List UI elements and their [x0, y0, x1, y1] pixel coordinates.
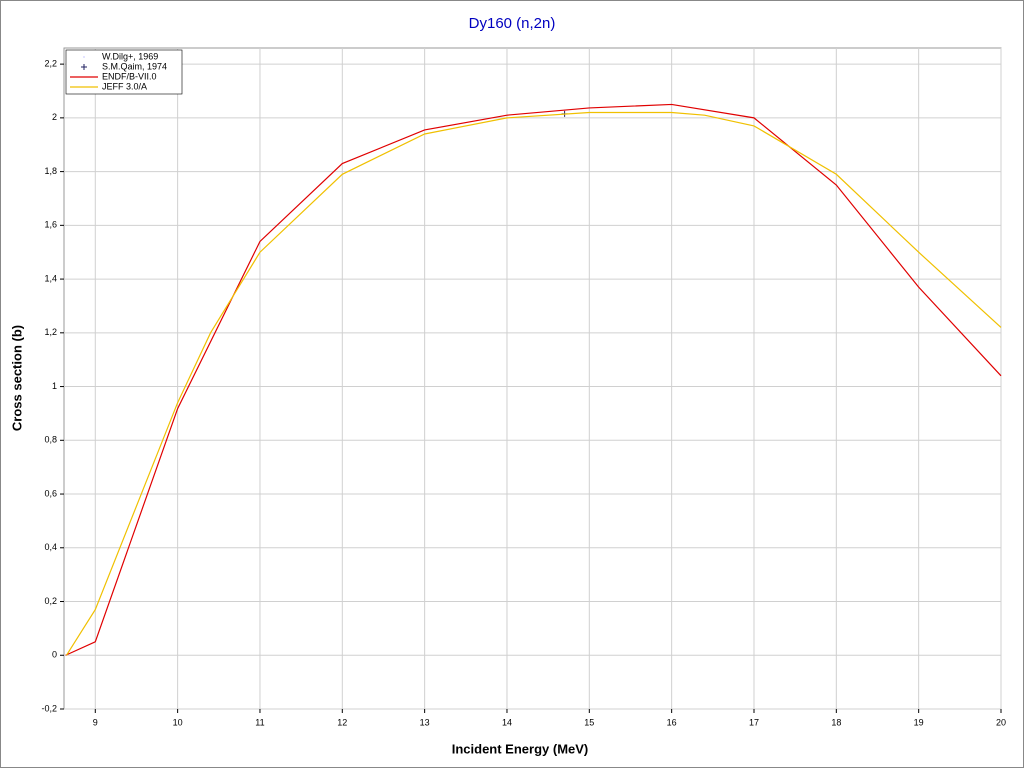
x-tick-label: 11 — [255, 717, 264, 727]
x-tick-label: 14 — [502, 717, 512, 727]
y-tick-label: 1 — [52, 381, 57, 391]
y-tick-label: 0,6 — [44, 488, 57, 498]
data-line — [65, 111, 1002, 656]
legend-label: W.Dilg+, 1969 — [102, 51, 158, 61]
x-tick-label: 16 — [667, 717, 677, 727]
y-tick-label: 0,4 — [44, 542, 57, 552]
x-tick-label: 15 — [584, 717, 594, 727]
series — [65, 103, 1002, 656]
y-tick-label: 1,8 — [44, 166, 57, 176]
y-axis-title: Cross section (b) — [9, 325, 24, 431]
legend-label: JEFF 3.0/A — [102, 81, 147, 91]
y-tick-label: 2 — [52, 112, 57, 122]
data-line — [65, 103, 1002, 656]
x-tick-label: 18 — [831, 717, 841, 727]
x-tick-label: 20 — [996, 717, 1006, 727]
x-tick-label: 17 — [749, 717, 759, 727]
x-tick-label: 19 — [914, 717, 924, 727]
y-tick-label: 0,2 — [44, 596, 57, 606]
x-tick-label: 12 — [337, 717, 347, 727]
y-tick-label: 0 — [52, 650, 57, 660]
y-tick-label: 1,2 — [44, 327, 57, 337]
y-tick-label: -0,2 — [41, 703, 57, 713]
legend-label: ENDF/B-VII.0 — [102, 71, 157, 81]
y-tick-label: 2,2 — [44, 58, 57, 68]
x-tick-label: 10 — [173, 717, 183, 727]
x-tick-label: 13 — [420, 717, 430, 727]
legend-label: S.M.Qaim, 1974 — [102, 61, 167, 71]
y-tick-label: 1,6 — [44, 220, 57, 230]
legend-swatch — [81, 64, 87, 70]
plot-area — [63, 47, 1002, 710]
grid: -0,2 0 0,2 0,4 0,6 0,8 1 1,2 1,4 1,6 1,8 2 2,2 9 10 11 1… — [41, 48, 1006, 727]
x-axis-title: Incident Energy (MeV) — [452, 741, 589, 756]
y-tick-label: 0,8 — [44, 435, 57, 445]
legend-box — [65, 49, 183, 95]
chart-title: Dy160 (n,2n) — [469, 15, 556, 32]
x-tick-label: 9 — [93, 717, 98, 727]
y-tick-label: 1,4 — [44, 273, 57, 283]
